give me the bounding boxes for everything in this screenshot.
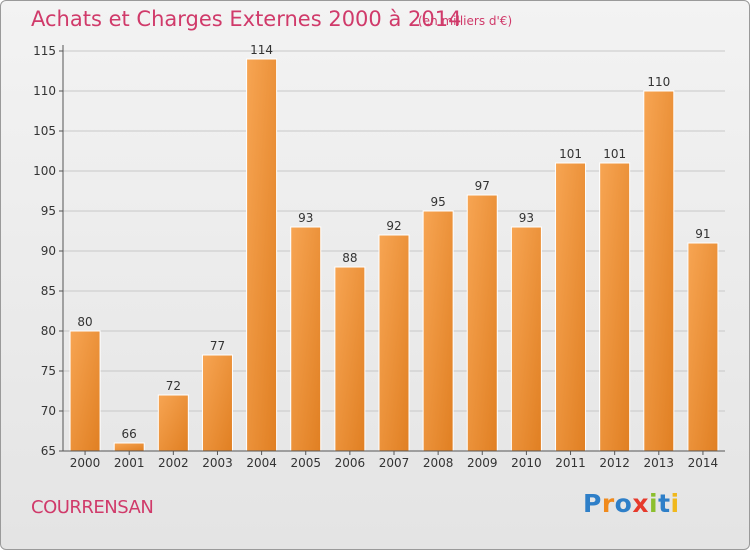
chart-subtitle: (en milliers d'€) (418, 14, 513, 28)
y-tick-label: 115 (33, 44, 56, 58)
logo-letter: P (583, 489, 602, 518)
bar (378, 234, 410, 452)
y-tick-label: 85 (41, 284, 56, 298)
value-label: 97 (475, 179, 490, 193)
value-label: 110 (647, 75, 670, 89)
x-tick-label: 2000 (70, 456, 101, 470)
x-tick-label: 2013 (644, 456, 675, 470)
bar (157, 394, 189, 452)
value-label: 66 (122, 427, 137, 441)
x-tick-label: 2012 (599, 456, 630, 470)
logo-letter: i (670, 489, 680, 518)
bar (334, 266, 366, 452)
bar (290, 226, 322, 452)
value-label: 95 (430, 195, 445, 209)
x-tick-label: 2009 (467, 456, 498, 470)
bar (555, 162, 587, 452)
y-tick-label: 90 (41, 244, 56, 258)
x-tick-label: 2007 (379, 456, 410, 470)
bar (246, 58, 278, 452)
logo-letter: o (614, 489, 633, 518)
value-label: 91 (695, 227, 710, 241)
logo-letter: i (649, 489, 659, 518)
x-tick-label: 2011 (555, 456, 586, 470)
labels: 65 70 75 80 85 90 95 100 105 110 115 80 2000 66 2001 72… (33, 43, 718, 470)
bar (201, 354, 233, 452)
value-label: 72 (166, 379, 181, 393)
y-tick-label: 105 (33, 124, 56, 138)
value-label: 88 (342, 251, 357, 265)
value-label: 101 (559, 147, 582, 161)
bar (113, 442, 145, 452)
x-tick-label: 2002 (158, 456, 189, 470)
bar (422, 210, 454, 452)
y-tick-label: 110 (33, 84, 56, 98)
y-tick-label: 65 (41, 444, 56, 458)
bar (510, 226, 542, 452)
y-tick-label: 95 (41, 204, 56, 218)
y-tick-label: 75 (41, 364, 56, 378)
x-tick-label: 2005 (290, 456, 321, 470)
logo-letter: t (658, 489, 671, 518)
x-tick-label: 2003 (202, 456, 233, 470)
y-tick-label: 80 (41, 324, 56, 338)
bars (69, 58, 719, 452)
value-label: 114 (250, 43, 273, 57)
value-label: 93 (519, 211, 534, 225)
y-tick-label: 70 (41, 404, 56, 418)
axes (59, 45, 725, 455)
y-tick-label: 100 (33, 164, 56, 178)
logo-letter: r (601, 489, 615, 518)
value-label: 92 (386, 219, 401, 233)
bar (687, 242, 719, 452)
commune-name: COURRENSAN (31, 497, 154, 518)
bar (69, 330, 101, 452)
chart-title: Achats et Charges Externes 2000 à 2014 (31, 7, 462, 31)
bar (599, 162, 631, 452)
value-label: 77 (210, 339, 225, 353)
value-label: 101 (603, 147, 626, 161)
x-tick-label: 2006 (335, 456, 366, 470)
x-tick-label: 2014 (688, 456, 719, 470)
value-label: 80 (77, 315, 92, 329)
x-tick-label: 2010 (511, 456, 542, 470)
value-label: 93 (298, 211, 313, 225)
logo-letter: x (632, 489, 649, 518)
x-tick-label: 2008 (423, 456, 454, 470)
proxiti-logo[interactable]: Proxiti (583, 489, 680, 518)
bar (466, 194, 498, 452)
bar (643, 90, 675, 452)
x-tick-label: 2001 (114, 456, 145, 470)
x-tick-label: 2004 (246, 456, 277, 470)
